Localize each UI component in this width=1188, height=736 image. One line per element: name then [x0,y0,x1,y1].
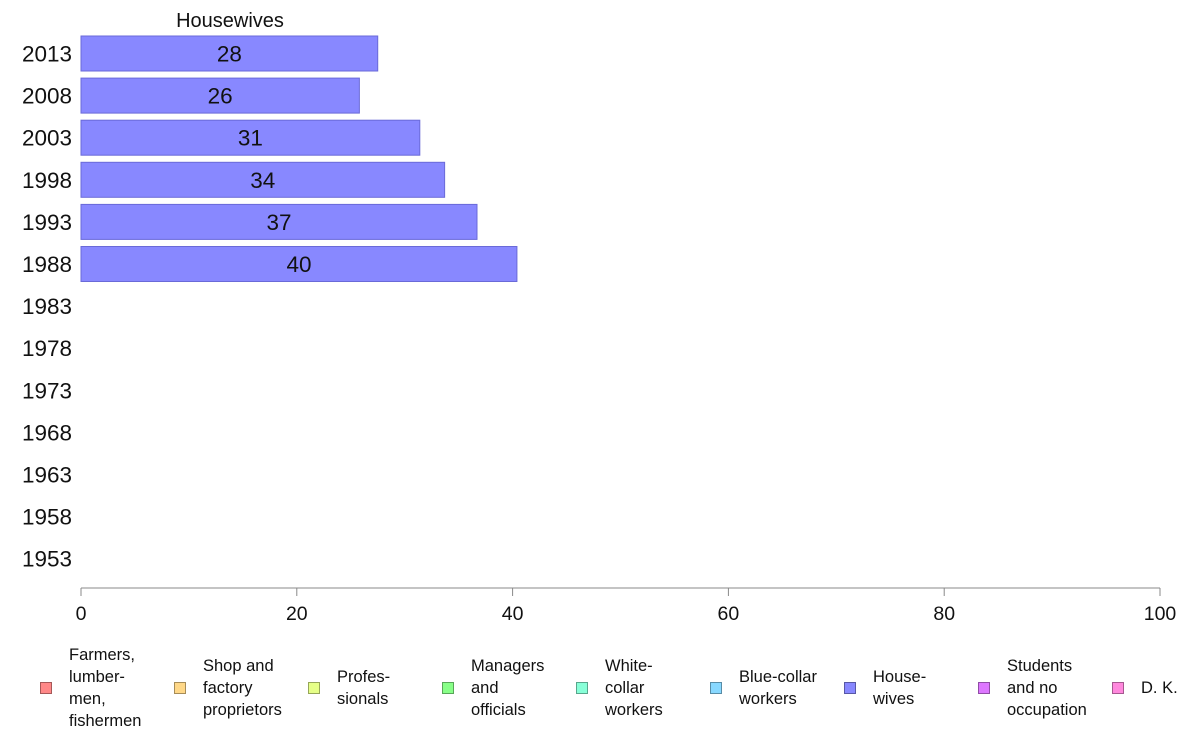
data-label: 34 [250,168,275,193]
x-tick-label: 20 [286,603,308,625]
legend-item: House- wives [844,646,926,730]
legend-label: Shop and factory proprietors [203,657,282,719]
legend-swatch [710,682,722,694]
legend-swatch [308,682,320,694]
bar [80,35,379,72]
legend-item: Profes- sionals [308,646,390,730]
legend-item: White- collar workers [576,646,663,730]
legend-swatch [844,682,856,694]
y-tick-label: 1988 [22,252,72,277]
bar-chart: Housewives 2013 2008 2003 1998 1993 1988 1983 19… [22,10,1177,625]
x-tick-label: 0 [76,603,87,625]
legend: Farmers, lumber- men, fishermen Shop and … [0,646,1188,730]
legend-label: White- collar workers [605,657,663,719]
data-label: 40 [286,252,311,277]
legend-label: Students and no occupation [1007,657,1087,719]
legend-item: Farmers, lumber- men, fishermen [40,646,141,730]
y-tick-label: 1983 [22,294,72,319]
y-tick-label: 1963 [22,463,72,488]
bar [80,246,518,282]
legend-swatch [40,682,52,694]
y-tick-label: 2003 [22,126,72,151]
data-label: 31 [238,126,263,151]
legend-swatch [442,682,454,694]
bar [80,119,421,156]
y-tick-label: 1973 [22,378,72,403]
bar [80,77,360,114]
y-tick-label: 1993 [22,210,72,235]
x-tick-label: 100 [1144,603,1177,625]
x-tick-label: 60 [718,603,740,625]
x-tick-label: 40 [502,603,524,625]
legend-item: Blue-collar workers [710,646,817,730]
y-tick-label: 1998 [22,168,72,193]
y-tick-label: 2008 [22,84,72,109]
legend-swatch [978,682,990,694]
legend-item: Shop and factory proprietors [174,646,282,730]
y-tick-label: 1968 [22,420,72,445]
legend-label: Managers and officials [471,657,545,719]
legend-item: Managers and officials [442,646,544,730]
y-tick-label: 1953 [22,547,72,572]
legend-swatch [576,682,588,694]
data-label: 28 [217,42,242,67]
y-tick-label: 1978 [22,336,72,361]
legend-item: D. K. [1112,646,1178,730]
data-label: 37 [266,210,291,235]
legend-swatch [1112,682,1124,694]
legend-item: Students and no occupation [978,646,1087,730]
data-label: 26 [208,84,233,109]
bar [80,203,478,240]
legend-label: D. K. [1141,679,1178,697]
legend-label: Blue-collar workers [739,668,817,708]
legend-label: House- wives [873,668,927,708]
y-tick-label: 2013 [22,42,72,67]
legend-label: Farmers, lumber- men, fishermen [69,646,142,730]
legend-swatch [174,682,186,694]
y-tick-label: 1958 [22,505,72,530]
chart-title: Housewives [176,10,284,32]
bar [80,161,446,198]
legend-label: Profes- sionals [337,668,391,708]
x-tick-label: 80 [933,603,955,625]
